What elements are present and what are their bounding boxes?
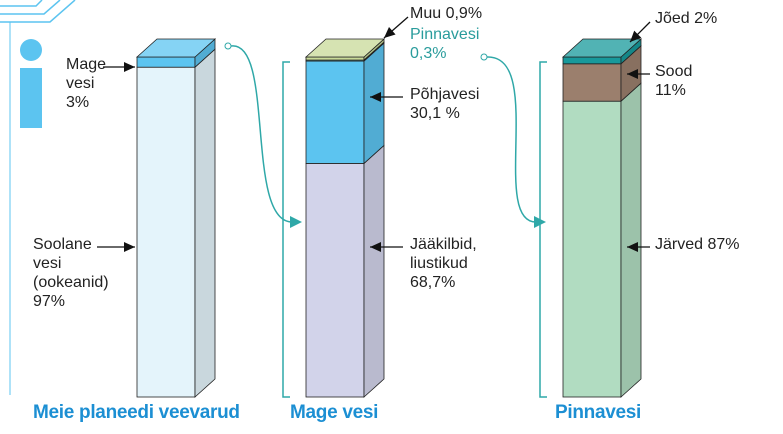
- segment-front: [562, 100, 622, 398]
- series-name: Pinnavesi: [410, 26, 480, 43]
- segment-side: [620, 82, 642, 398]
- pointer-head: [384, 26, 396, 38]
- value-label: 11%: [655, 82, 686, 99]
- series-name: Jõed: [655, 10, 690, 27]
- pointer-head: [124, 62, 135, 72]
- segment: [305, 42, 385, 165]
- series-name: Põhjavesi: [410, 86, 480, 103]
- series-name: Soolane vesi (ookeanid): [33, 236, 109, 291]
- column-title: Pinnavesi: [555, 402, 642, 423]
- segment: [561, 38, 643, 65]
- series-name: Järved: [655, 236, 704, 253]
- segment: [562, 82, 642, 398]
- value-label: 97%: [33, 293, 66, 310]
- segment-top: [561, 38, 643, 58]
- segment: [562, 44, 642, 103]
- segment-side: [194, 48, 216, 398]
- segment-label: Soolane vesi (ookeanid) 97%: [33, 235, 123, 311]
- segment-label: Mage vesi 3%: [66, 55, 114, 112]
- value-label: 3%: [66, 94, 90, 111]
- connector: [486, 56, 537, 223]
- pointer-head: [630, 30, 642, 42]
- pointer-head: [627, 69, 638, 79]
- segment-front: [562, 56, 622, 65]
- value-label: 0,9%: [445, 5, 483, 22]
- value-label: 0,3%: [410, 45, 447, 62]
- series-name: Sood: [655, 63, 693, 80]
- segment-front: [305, 163, 365, 398]
- segment-label: Jääkilbid, liustikud 68,7%: [410, 235, 500, 292]
- value-label: 68,7%: [410, 274, 456, 291]
- segment: [304, 38, 386, 61]
- series-name: Mage vesi: [66, 56, 107, 92]
- pointer-head: [370, 242, 381, 252]
- segment-label: Pinnavesi 0,3%: [410, 25, 490, 63]
- value-label: 30,1 %: [410, 105, 460, 122]
- pointer-head: [124, 242, 135, 252]
- series-name: Muu: [410, 5, 442, 22]
- segment: [305, 144, 385, 398]
- info-stem: [20, 68, 42, 128]
- pointer-head: [370, 92, 381, 102]
- segment-label: Põhjavesi 30,1 %: [410, 85, 500, 123]
- segment-front: [562, 63, 622, 102]
- segment-label: Sood 11%: [655, 62, 705, 100]
- connector-arrow: [290, 216, 302, 228]
- connector-arrow: [534, 216, 546, 228]
- segment-front: [136, 66, 196, 398]
- segment-label: Järved 87%: [655, 235, 783, 254]
- segment-side: [363, 144, 385, 398]
- segment-label: Muu 0,9%: [410, 4, 570, 23]
- bracket: [539, 61, 547, 398]
- connector: [230, 45, 293, 223]
- segment-front: [136, 56, 196, 68]
- series-name: Jääkilbid, liustikud: [410, 236, 477, 272]
- column-title: Meie planeedi veevarud: [33, 402, 240, 423]
- pointer-head: [627, 242, 638, 252]
- segment-top: [304, 38, 386, 58]
- segment-front: [305, 56, 365, 61]
- column-title: Mage vesi: [290, 402, 379, 423]
- segment-top: [135, 38, 217, 58]
- value-label: 2%: [694, 10, 718, 27]
- segment-front: [305, 60, 365, 164]
- segment-side: [363, 42, 385, 165]
- info-dot: [20, 39, 42, 61]
- segment-label: Jõed 2%: [655, 9, 783, 28]
- value-label: 87%: [707, 236, 740, 253]
- segment: [135, 38, 217, 69]
- connector-start: [224, 42, 232, 50]
- bracket: [282, 61, 290, 398]
- corner-decoration: [0, 0, 76, 23]
- segment: [136, 48, 216, 398]
